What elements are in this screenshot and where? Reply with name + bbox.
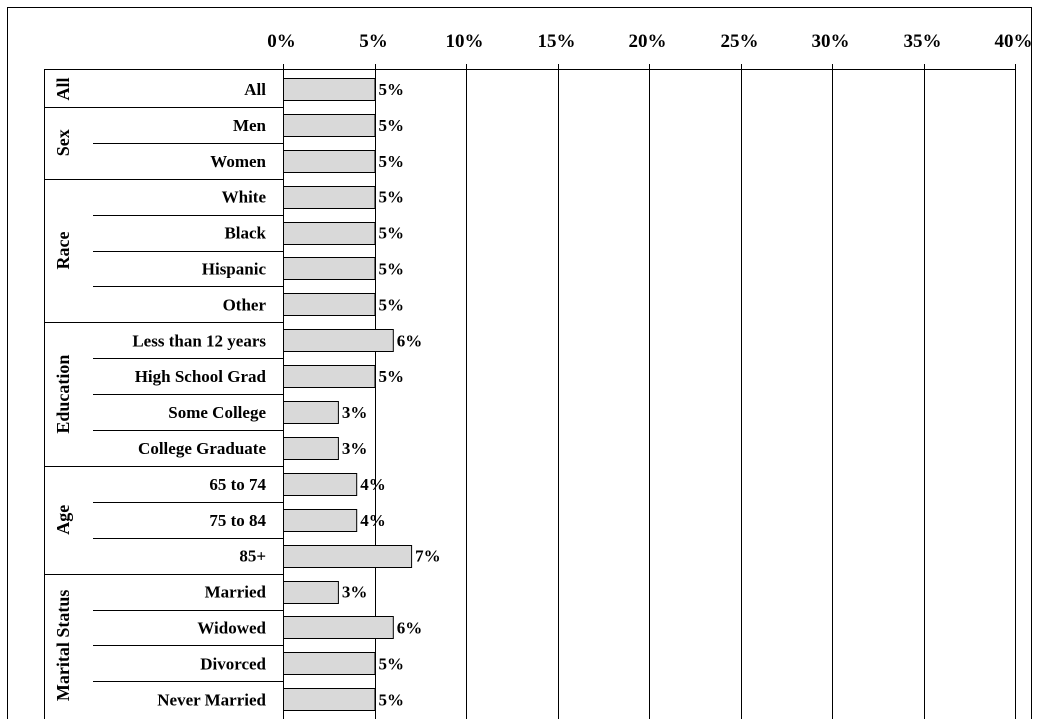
data-label: 5%: [379, 224, 405, 243]
group-label: Education: [53, 355, 73, 434]
data-label: 4%: [360, 475, 386, 494]
bar: [283, 581, 339, 604]
category-label: Other: [223, 295, 267, 314]
category-label: Widowed: [197, 618, 266, 637]
category-label: Women: [210, 152, 266, 171]
category-label: 85+: [239, 547, 266, 566]
bar: [283, 114, 376, 137]
bar: [283, 329, 394, 352]
category-label: Some College: [168, 403, 266, 422]
bar: [283, 437, 339, 460]
bar: [283, 150, 376, 173]
group-label: Race: [53, 232, 73, 270]
category-label: High School Grad: [135, 367, 267, 386]
data-label: 7%: [415, 547, 441, 566]
category-label: Divorced: [200, 654, 266, 673]
bar: [283, 652, 376, 675]
bars: [283, 78, 413, 711]
category-label: Black: [224, 224, 266, 243]
category-label: White: [222, 188, 267, 207]
data-label: 5%: [379, 152, 405, 171]
data-label: 5%: [379, 654, 405, 673]
category-label: Less than 12 years: [132, 331, 266, 350]
data-label: 5%: [379, 367, 405, 386]
category-label: Married: [205, 583, 267, 602]
data-label: 5%: [379, 259, 405, 278]
bar: [283, 365, 376, 388]
data-label: 6%: [397, 618, 423, 637]
x-tick-label: 25%: [721, 31, 759, 52]
data-label: 3%: [342, 439, 368, 458]
data-label: 3%: [342, 583, 368, 602]
category-label: All: [244, 80, 266, 99]
x-tick-label: 30%: [812, 31, 850, 52]
group-label: All: [53, 77, 73, 100]
category-label: Never Married: [157, 690, 266, 709]
category-label: College Graduate: [138, 439, 266, 458]
bar: [283, 222, 376, 245]
bar: [283, 616, 394, 639]
bar: [283, 545, 413, 568]
category-label-frame: [44, 69, 284, 719]
bar: [283, 688, 376, 711]
group-label: Sex: [53, 129, 73, 156]
group-label: Marital Status: [53, 590, 73, 702]
data-label: 5%: [379, 80, 405, 99]
bar: [283, 186, 376, 209]
bar: [283, 293, 376, 316]
x-tick-label: 35%: [904, 31, 942, 52]
category-label: Men: [233, 116, 267, 135]
data-label: 4%: [360, 511, 386, 530]
bar: [283, 473, 358, 496]
x-tick-label: 0%: [267, 31, 296, 52]
x-tick-label: 40%: [995, 31, 1033, 52]
group-label: Age: [53, 505, 73, 535]
bar: [283, 401, 339, 424]
bar: [283, 509, 358, 532]
category-label: Hispanic: [202, 259, 267, 278]
x-tick-label: 20%: [629, 31, 667, 52]
data-label: 5%: [379, 188, 405, 207]
data-label: 3%: [342, 403, 368, 422]
x-tick-label: 10%: [446, 31, 484, 52]
data-label: 6%: [397, 331, 423, 350]
x-tick-label: 5%: [359, 31, 388, 52]
bar: [283, 257, 376, 280]
data-label: 5%: [379, 295, 405, 314]
category-label: 65 to 74: [209, 475, 266, 494]
bar: [283, 78, 376, 101]
category-label: 75 to 84: [209, 511, 266, 530]
data-label: 5%: [379, 690, 405, 709]
labels: 0% 5% 10% 15% 20% 25% 30% 35% 40% All 5% All Men 5% Wo…: [53, 31, 1033, 709]
data-label: 5%: [379, 116, 405, 135]
x-tick-label: 15%: [538, 31, 576, 52]
gridlines: [44, 64, 1016, 719]
chart-frame: [7, 7, 1032, 719]
